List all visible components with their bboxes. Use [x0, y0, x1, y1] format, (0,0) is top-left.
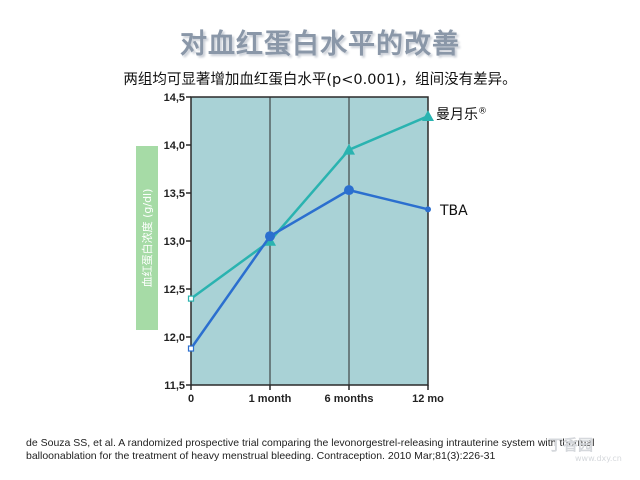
series-line-1 — [189, 188, 429, 350]
data-point-0 — [343, 143, 355, 155]
data-point-1 — [187, 345, 195, 352]
data-point-0 — [422, 110, 434, 121]
reference-citation: de Souza SS, et al. A randomized prospec… — [26, 437, 595, 462]
legend-mirena-label: 曼月乐 — [436, 107, 478, 123]
legend-mirena-mark: ® — [478, 106, 487, 117]
x-tick-label: 1 month — [249, 393, 292, 405]
watermark-logo: 丁香园 — [548, 436, 594, 454]
y-axis-label-box — [136, 146, 158, 330]
series-line-0 — [190, 115, 429, 300]
x-tick-label: 0 — [188, 393, 194, 405]
y-tick-label: 12,5 — [164, 284, 185, 296]
data-point-1 — [425, 206, 431, 213]
y-tick-label: 13,5 — [164, 188, 185, 200]
legend-tba-label: TBA — [440, 203, 468, 219]
slide-title: 对血红蛋白水平的改善 — [180, 29, 460, 60]
data-point-0 — [187, 295, 195, 302]
y-tick-label: 11,5 — [164, 380, 185, 392]
watermark-url: www.dxy.cn — [575, 454, 622, 463]
y-tick-label: 13,0 — [164, 236, 185, 248]
y-tick-label: 14,5 — [164, 92, 185, 104]
y-tick-label: 14,0 — [164, 140, 185, 152]
x-tick-label: 12 mo — [412, 393, 444, 405]
data-point-1 — [344, 185, 354, 196]
plot-area — [191, 97, 428, 385]
data-point-1 — [265, 231, 275, 242]
slide-subtitle: 两组均可显著增加血红蛋白水平(p<0.001)，组间没有差异。 — [123, 72, 517, 88]
legend-tba: TBA — [440, 203, 468, 219]
x-tick-label: 6 months — [325, 393, 374, 405]
legend-mirena: 曼月乐® — [436, 104, 487, 124]
y-tick-label: 12,0 — [164, 332, 185, 344]
